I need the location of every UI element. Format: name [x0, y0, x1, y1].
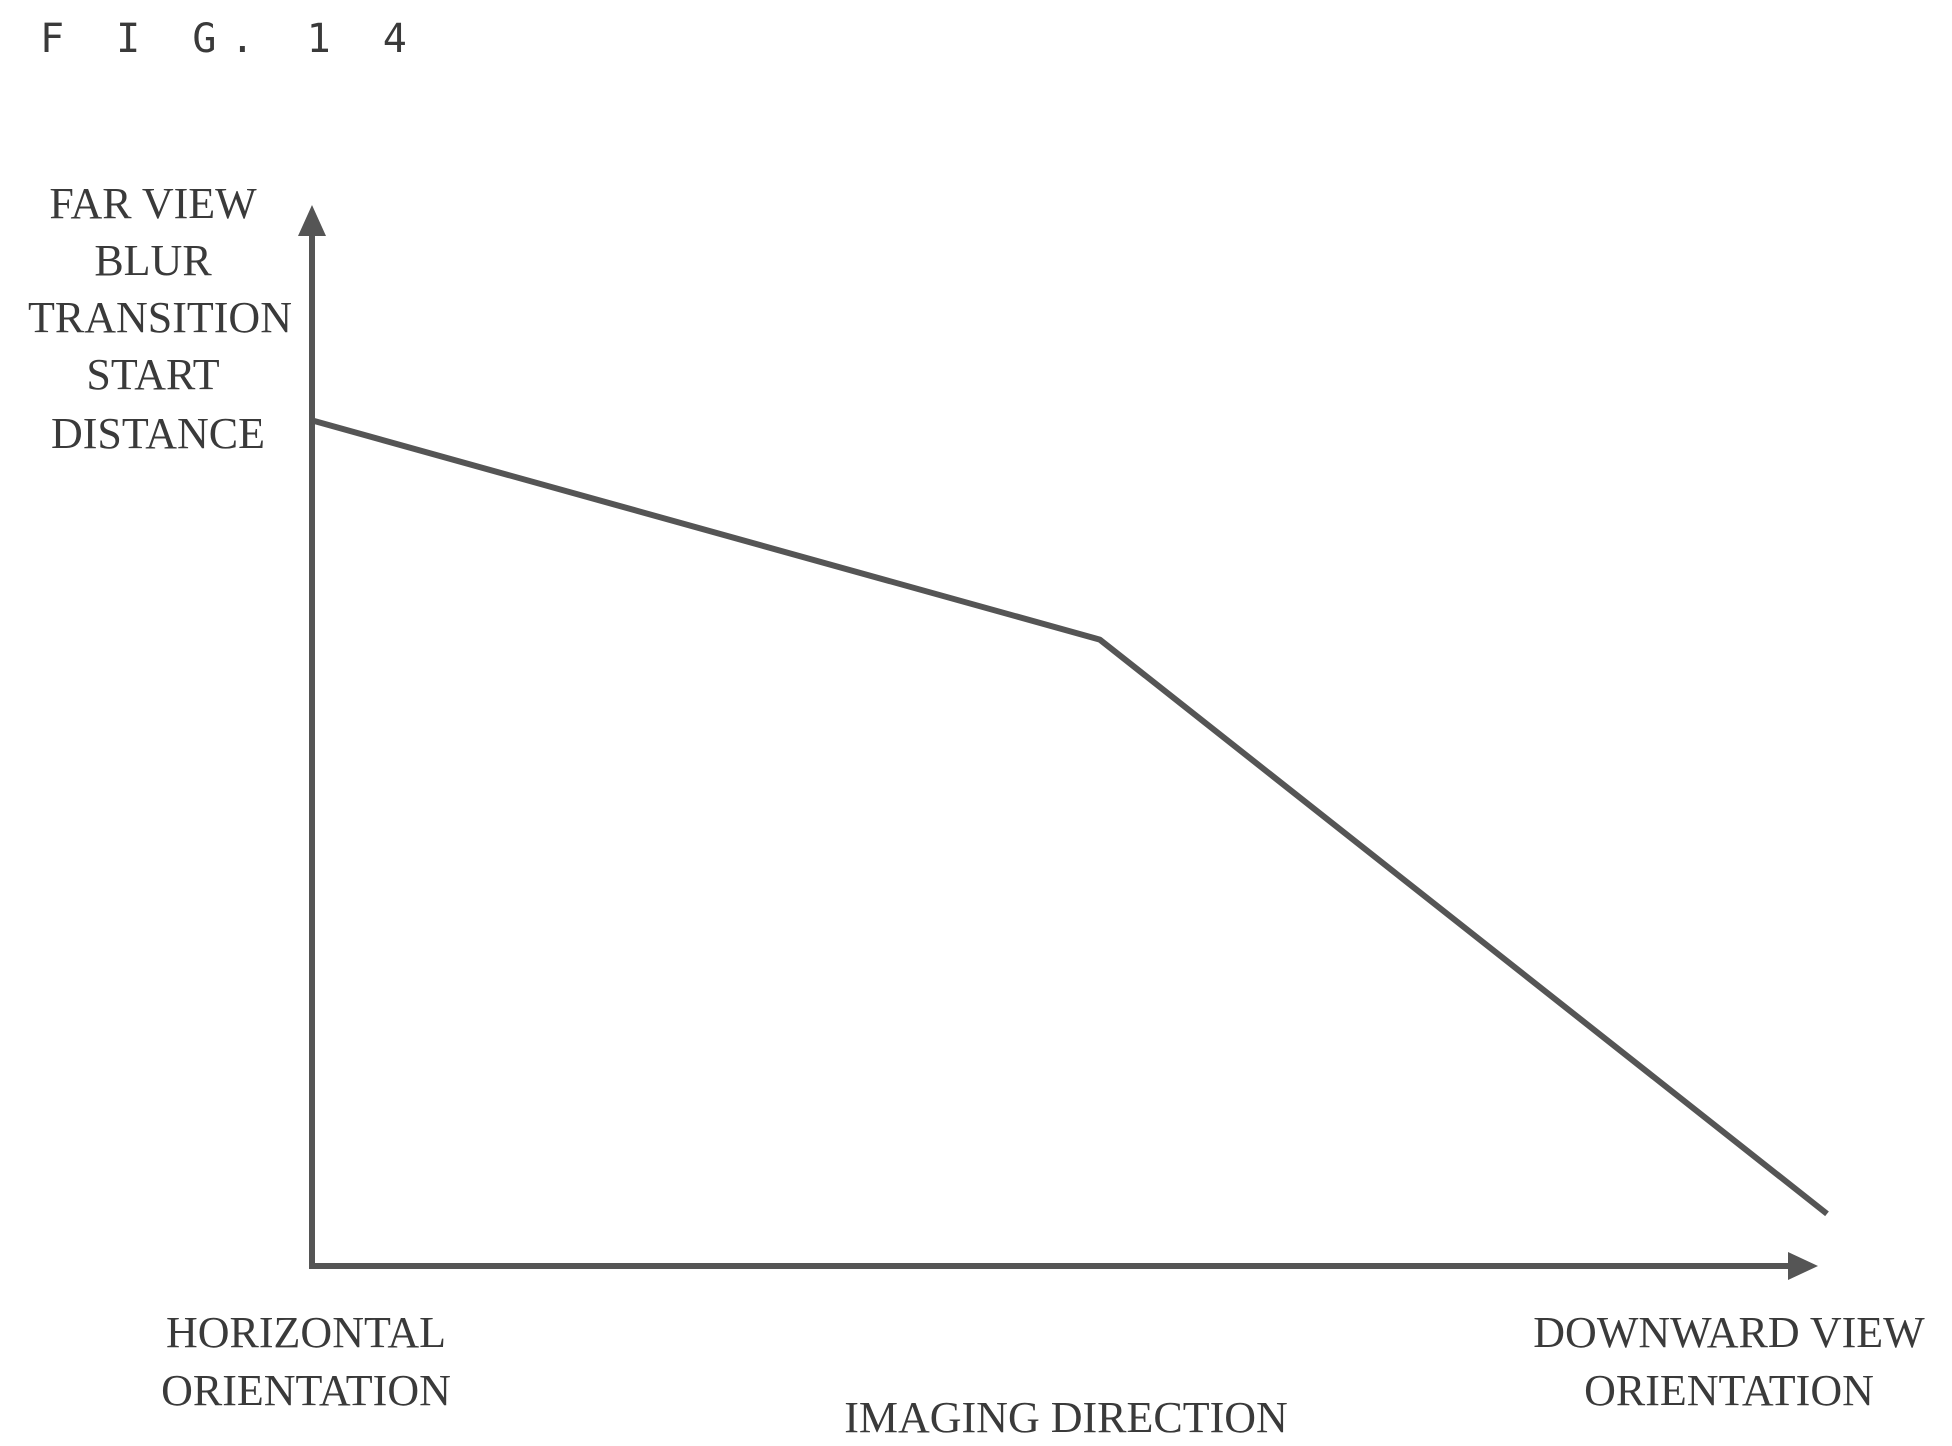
y-axis-label-line: TRANSITION: [28, 293, 292, 342]
x-tick-label-line: DOWNWARD VIEW: [1533, 1308, 1925, 1357]
y-axis-label-line: DISTANCE: [51, 409, 265, 458]
x-tick-label-start: HORIZONTAL ORIENTATION: [161, 1308, 451, 1415]
x-tick-label-line: ORIENTATION: [161, 1366, 451, 1415]
y-axis-label-line: BLUR: [94, 236, 212, 285]
y-axis-label-line: FAR VIEW: [49, 179, 257, 228]
y-axis-arrowhead: [298, 205, 326, 236]
x-tick-label-line: ORIENTATION: [1584, 1366, 1874, 1415]
x-tick-label-line: HORIZONTAL: [166, 1308, 446, 1357]
y-axis-label-line: START: [86, 350, 219, 399]
x-axis-arrowhead: [1788, 1252, 1818, 1280]
y-axis-label: FAR VIEW BLUR TRANSITION START DISTANCE: [28, 179, 292, 458]
series-line: [311, 417, 1829, 1217]
figure-label: F I G. 1 4: [40, 16, 421, 62]
x-axis-label: IMAGING DIRECTION: [844, 1393, 1288, 1442]
series-layer: [311, 417, 1829, 1217]
x-tick-label-end: DOWNWARD VIEW ORIENTATION: [1533, 1308, 1925, 1415]
